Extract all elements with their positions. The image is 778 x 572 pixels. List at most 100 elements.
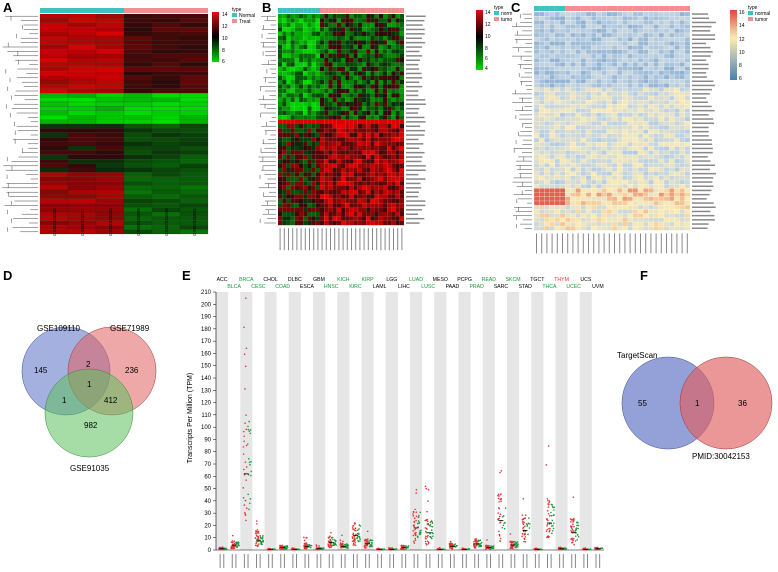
heatmap-cell: [370, 58, 375, 63]
heatmap-cell: [591, 188, 597, 193]
heatmap-cell: [345, 97, 350, 102]
annotation-cell: [580, 6, 586, 11]
heatmap-cell: [596, 142, 602, 147]
heatmap-cell: [539, 91, 545, 97]
heatmap-cell: [575, 24, 581, 29]
heatmap-cell: [570, 133, 576, 139]
heatmap-cell: [278, 128, 283, 133]
heatmap-cell: [67, 150, 97, 155]
heatmap-cell: [151, 101, 181, 107]
heatmap-cell: [391, 53, 396, 58]
heatmap-cell: [370, 93, 375, 98]
gene-label-placeholder: [406, 138, 419, 141]
heatmap-cell: [315, 128, 320, 133]
heatmap-cell: [378, 137, 383, 142]
chart-e-cancer-label: GBM: [313, 277, 325, 283]
heatmap-cell: [282, 128, 287, 133]
gene-label-placeholder: [406, 77, 423, 79]
heatmap-cell: [658, 142, 665, 147]
heatmap-cell: [679, 41, 685, 46]
heatmap-cell: [674, 20, 680, 25]
heatmap-cell: [570, 112, 576, 118]
heatmap-cell: [591, 179, 597, 185]
heatmap-cell: [332, 198, 337, 204]
heatmap-cell: [299, 172, 304, 177]
heatmap-cell: [179, 110, 209, 116]
heatmap-cell: [374, 110, 379, 116]
heatmap-cell: [570, 221, 576, 227]
heatmap-cell: [601, 188, 607, 193]
heatmap-cell: [353, 40, 358, 45]
heatmap-cell: [679, 112, 685, 118]
heatmap-cell: [684, 179, 691, 185]
heatmap-cell: [39, 57, 69, 63]
heatmap-cell: [658, 24, 665, 29]
heatmap-cell: [627, 142, 633, 147]
heatmap-cell: [366, 216, 371, 221]
heatmap-cell: [669, 74, 675, 80]
heatmap-cell: [549, 142, 555, 147]
heatmap-cell: [679, 226, 685, 231]
heatmap-cell: [632, 74, 639, 80]
heatmap-cell: [601, 133, 607, 139]
heatmap-cell: [627, 20, 633, 25]
heatmap-cell: [357, 93, 362, 98]
heatmap-cell: [123, 31, 153, 37]
heatmap-cell: [383, 36, 388, 41]
heatmap-cell: [533, 129, 540, 134]
heatmap-cell: [611, 53, 618, 59]
heatmap-cell: [336, 194, 341, 199]
heatmap-cell: [575, 41, 581, 46]
heatmap-cell: [533, 49, 540, 55]
heatmap-cell: [684, 200, 691, 206]
heatmap-cell: [39, 18, 69, 23]
heatmap-cell: [299, 58, 304, 63]
heatmap-cell: [179, 172, 209, 177]
gene-label-placeholder: [692, 34, 716, 36]
heatmap-cell: [179, 185, 209, 191]
gene-label-placeholder: [406, 147, 420, 149]
heatmap-cell: [585, 28, 592, 34]
heatmap-cell: [123, 145, 153, 151]
heatmap-cell: [653, 74, 659, 80]
chart-e-point-tumor: [303, 536, 305, 539]
legend-group-c-0: normal: [755, 11, 770, 17]
heatmap-cell: [585, 20, 592, 25]
heatmap-cell: [353, 137, 358, 142]
heatmap-cell: [341, 31, 346, 36]
heatmap-cell: [533, 28, 540, 34]
heatmap-cell: [575, 100, 581, 105]
heatmap-cell: [565, 100, 571, 105]
heatmap-cell: [370, 168, 375, 173]
chart-e-point-tumor: [243, 326, 245, 329]
heatmap-cell: [601, 112, 607, 118]
heatmap-cell: [370, 203, 375, 208]
heatmap-cell: [39, 13, 69, 19]
heatmap-cell: [669, 83, 675, 88]
heatmap-cell: [383, 97, 388, 102]
heatmap-cell: [341, 18, 346, 23]
gene-label-placeholder: [692, 227, 708, 229]
heatmap-cell: [565, 28, 571, 34]
heatmap-cell: [362, 88, 367, 94]
heatmap-cell: [632, 49, 639, 55]
heatmap-cell: [565, 95, 571, 101]
heatmap-cell: [632, 108, 639, 113]
heatmap-cell: [336, 212, 341, 217]
heatmap-cell: [585, 150, 592, 155]
heatmap-cell: [383, 80, 388, 85]
chart-e-point-tumor: [426, 528, 428, 530]
heatmap-cell: [601, 32, 607, 38]
sample-label-placeholder: [546, 233, 548, 254]
heatmap-cell: [658, 154, 665, 160]
heatmap-cell: [286, 66, 291, 72]
gene-label-placeholder: [692, 51, 713, 53]
heatmap-cell: [637, 116, 644, 122]
heatmap-cell: [575, 95, 581, 101]
sample-label-placeholder: [562, 233, 563, 254]
heatmap-cell: [549, 209, 555, 214]
heatmap-cell: [294, 93, 299, 98]
gene-label-placeholder: [406, 209, 423, 211]
heatmap-cell: [378, 154, 383, 160]
heatmap-cell: [622, 226, 628, 231]
